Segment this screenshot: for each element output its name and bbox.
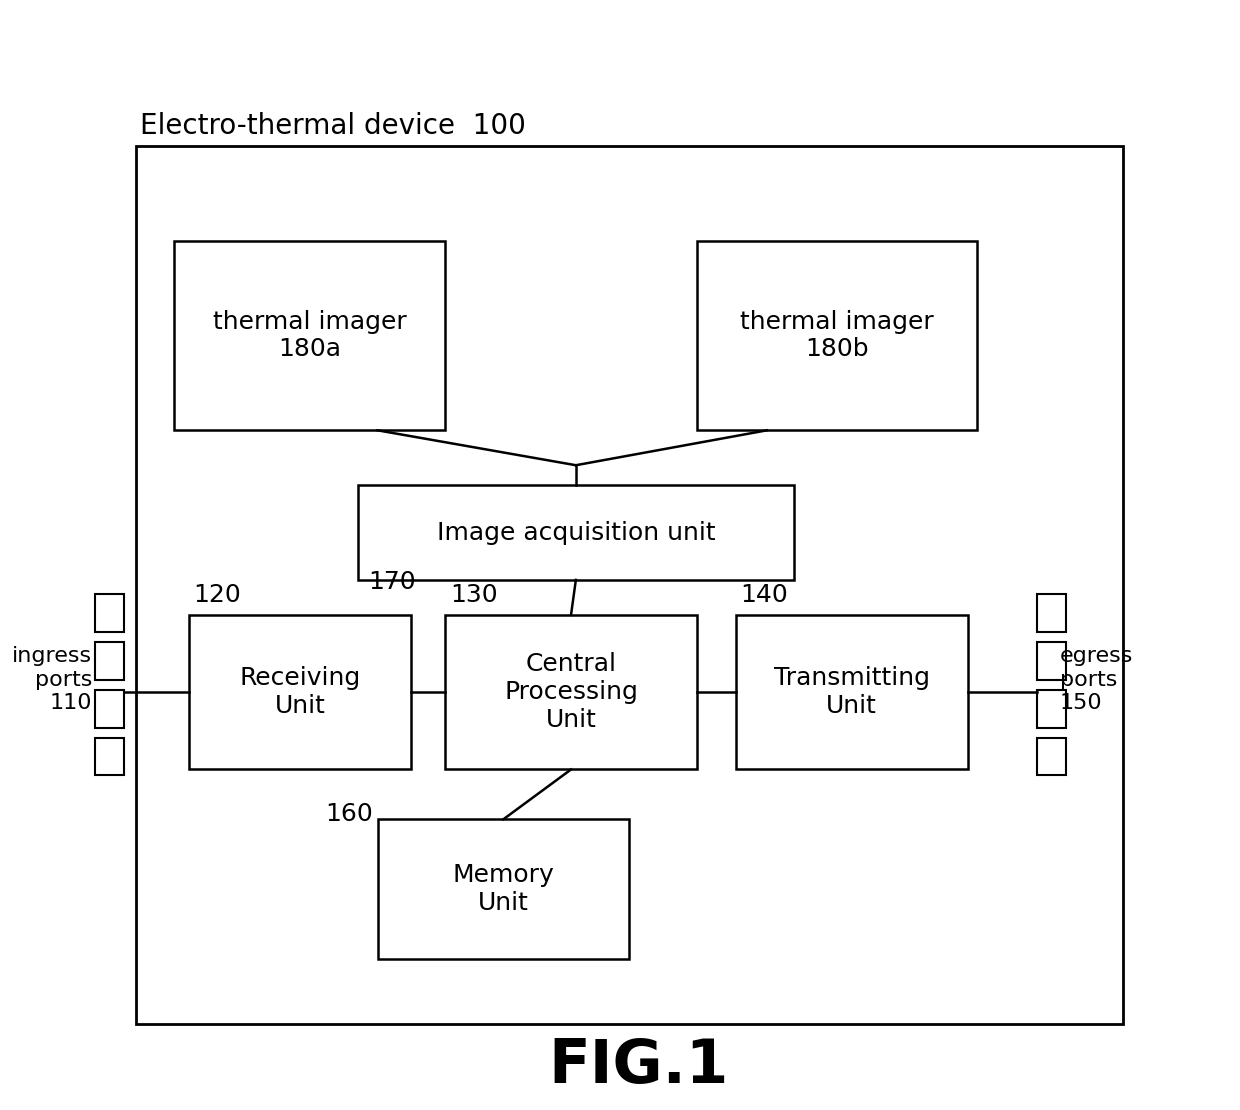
Bar bbox=[1038, 594, 1066, 632]
Bar bbox=[135, 147, 1122, 1023]
Bar bbox=[445, 615, 697, 769]
Bar bbox=[358, 485, 794, 579]
Bar bbox=[95, 594, 124, 632]
Text: egress
ports
150: egress ports 150 bbox=[1060, 646, 1133, 713]
Text: 130: 130 bbox=[450, 583, 497, 607]
Text: Memory
Unit: Memory Unit bbox=[453, 864, 554, 915]
Bar bbox=[697, 241, 977, 431]
Text: FIG.1: FIG.1 bbox=[548, 1037, 729, 1097]
Text: Receiving
Unit: Receiving Unit bbox=[239, 666, 361, 718]
Bar bbox=[95, 689, 124, 727]
Text: thermal imager
180a: thermal imager 180a bbox=[213, 310, 407, 362]
Bar bbox=[1038, 737, 1066, 776]
Text: Transmitting
Unit: Transmitting Unit bbox=[774, 666, 930, 718]
Text: thermal imager
180b: thermal imager 180b bbox=[740, 310, 934, 362]
Bar bbox=[735, 615, 967, 769]
Bar bbox=[175, 241, 445, 431]
Bar bbox=[188, 615, 412, 769]
Bar bbox=[95, 737, 124, 776]
Text: Central
Processing
Unit: Central Processing Unit bbox=[505, 653, 637, 731]
Bar bbox=[1038, 689, 1066, 727]
Text: 160: 160 bbox=[325, 803, 373, 826]
Text: 140: 140 bbox=[740, 583, 789, 607]
Bar bbox=[95, 642, 124, 679]
Text: Electro-thermal device  100: Electro-thermal device 100 bbox=[140, 112, 526, 140]
Text: 170: 170 bbox=[368, 569, 417, 594]
Text: Image acquisition unit: Image acquisition unit bbox=[436, 521, 715, 545]
Bar bbox=[1038, 642, 1066, 679]
Bar bbox=[377, 819, 629, 959]
Text: ingress
ports
110: ingress ports 110 bbox=[12, 646, 92, 713]
Text: 120: 120 bbox=[193, 583, 242, 607]
